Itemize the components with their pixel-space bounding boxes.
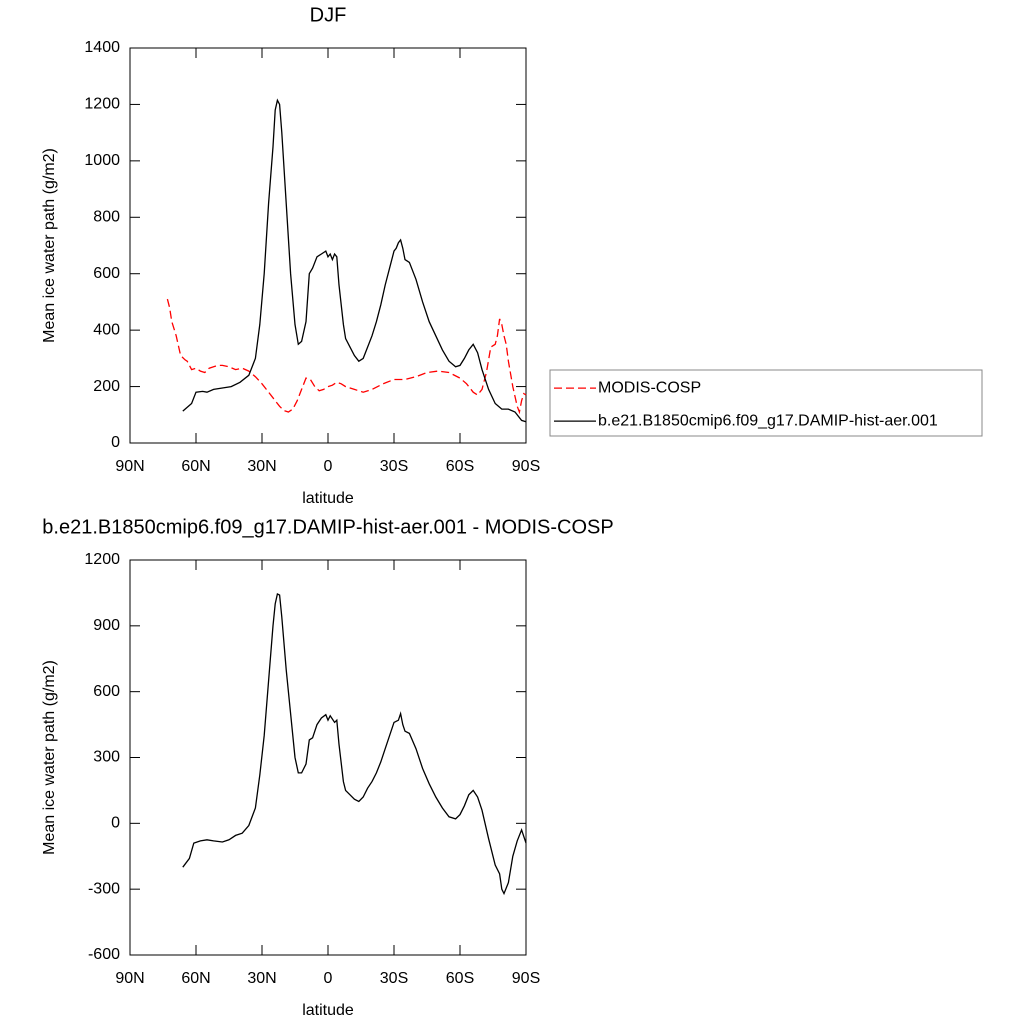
- x-tick-label: 30S: [380, 458, 408, 475]
- x-tick-label: 90N: [115, 458, 144, 475]
- x-tick-label: 60S: [446, 970, 474, 987]
- y-axis-label: Mean ice water path (g/m2): [41, 148, 58, 343]
- data-line: [182, 593, 527, 896]
- x-tick-label: 0: [324, 970, 333, 987]
- data-line: [166, 298, 527, 415]
- y-tick-label: 1400: [84, 39, 120, 56]
- x-tick-label: 30N: [247, 970, 276, 987]
- legend-label: b.e21.B1850cmip6.f09_g17.DAMIP-hist-aer.…: [598, 412, 938, 429]
- y-tick-label: 800: [93, 209, 120, 226]
- y-tick-label: 400: [93, 321, 120, 338]
- x-tick-label: 90S: [512, 458, 540, 475]
- x-axis-label: latitude: [302, 490, 354, 507]
- x-tick-label: 60N: [181, 458, 210, 475]
- legend-box: [549, 369, 983, 437]
- y-tick-label: 600: [93, 683, 120, 700]
- x-tick-label: 30N: [247, 458, 276, 475]
- y-tick-label: 1200: [84, 96, 120, 113]
- plot-frame: [129, 47, 527, 444]
- y-tick-label: 0: [111, 434, 120, 451]
- data-line: [182, 98, 527, 423]
- y-tick-label: 900: [93, 617, 120, 634]
- y-tick-label: 200: [93, 378, 120, 395]
- legend-label: MODIS-COSP: [598, 379, 701, 396]
- x-axis-label: latitude: [302, 1002, 354, 1019]
- x-tick-label: 60N: [181, 970, 210, 987]
- chart-title: DJF: [310, 4, 347, 26]
- x-tick-label: 0: [324, 458, 333, 475]
- y-tick-label: 0: [111, 815, 120, 832]
- y-tick-label: 1200: [84, 551, 120, 568]
- x-tick-label: 90S: [512, 970, 540, 987]
- plot-frame: [129, 559, 527, 956]
- y-axis-label: Mean ice water path (g/m2): [41, 660, 58, 855]
- chart-title: b.e21.B1850cmip6.f09_g17.DAMIP-hist-aer.…: [42, 516, 613, 538]
- y-tick-label: -300: [88, 880, 120, 897]
- y-tick-label: 600: [93, 265, 120, 282]
- x-tick-label: 60S: [446, 458, 474, 475]
- y-tick-label: -600: [88, 946, 120, 963]
- y-tick-label: 1000: [84, 152, 120, 169]
- x-tick-label: 90N: [115, 970, 144, 987]
- y-tick-label: 300: [93, 749, 120, 766]
- x-tick-label: 30S: [380, 970, 408, 987]
